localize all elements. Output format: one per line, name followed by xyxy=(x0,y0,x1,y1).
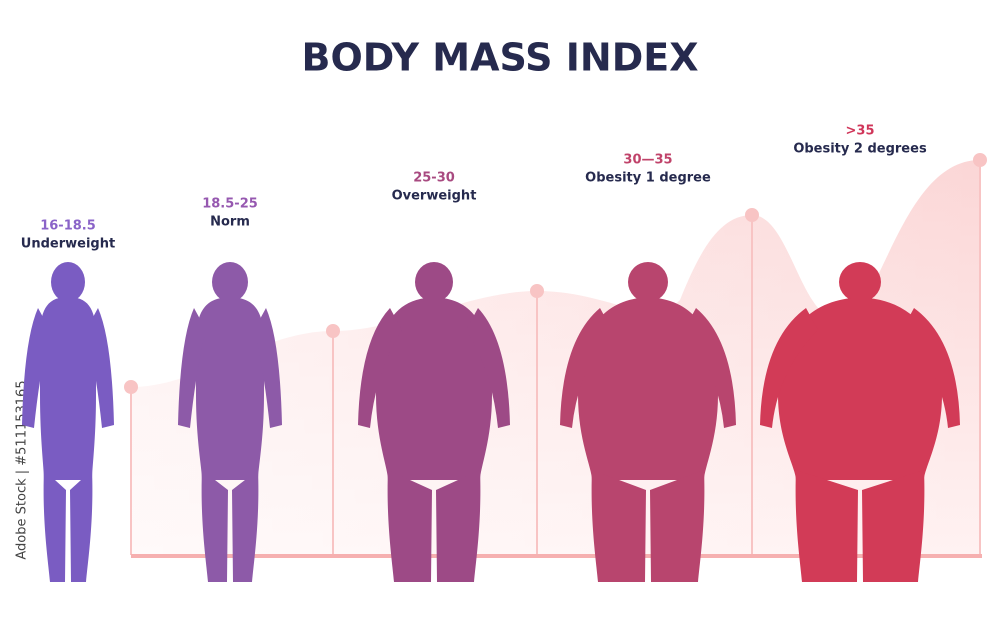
figure xyxy=(358,262,510,582)
bmi-label: Underweight xyxy=(21,237,115,252)
leg xyxy=(70,470,93,582)
leg xyxy=(862,470,925,582)
leg xyxy=(591,470,646,582)
pin xyxy=(973,153,987,167)
leg xyxy=(795,470,858,582)
torso xyxy=(578,298,718,480)
bmi-label: Obesity 1 degree xyxy=(585,171,711,186)
figures xyxy=(22,262,960,582)
head xyxy=(51,262,85,302)
leg xyxy=(232,470,259,582)
arm xyxy=(902,308,960,428)
bmi-label: Overweight xyxy=(392,189,477,204)
torso xyxy=(39,298,97,480)
arm xyxy=(22,308,50,428)
pin xyxy=(745,208,759,222)
figure xyxy=(760,262,960,582)
arm xyxy=(358,308,402,428)
head xyxy=(628,262,668,302)
figure xyxy=(178,262,282,582)
head xyxy=(415,262,453,302)
pin xyxy=(124,380,138,394)
arm xyxy=(254,308,282,428)
bmi-range: 18.5-25 xyxy=(202,197,258,212)
figure xyxy=(560,262,736,582)
arm xyxy=(684,308,736,428)
bmi-range: >35 xyxy=(846,124,875,139)
leg xyxy=(43,470,66,582)
bmi-range: 30—35 xyxy=(623,153,672,168)
bmi-range: 25-30 xyxy=(413,171,455,186)
pin xyxy=(326,324,340,338)
arm xyxy=(466,308,510,428)
arm xyxy=(760,308,818,428)
leg xyxy=(436,470,481,582)
head xyxy=(839,262,881,302)
arm xyxy=(560,308,612,428)
title: BODY MASS INDEX xyxy=(301,36,698,80)
leg xyxy=(201,470,228,582)
arm xyxy=(86,308,114,428)
bmi-label: Obesity 2 degrees xyxy=(793,142,927,157)
arm xyxy=(178,308,206,428)
leg xyxy=(387,470,432,582)
pins xyxy=(124,153,987,555)
leg xyxy=(650,470,705,582)
figure xyxy=(22,262,114,582)
torso xyxy=(778,298,942,480)
bmi-label: Norm xyxy=(210,215,250,230)
torso xyxy=(195,298,265,480)
pin xyxy=(530,284,544,298)
bmi-range: 16-18.5 xyxy=(40,219,96,234)
background-fade xyxy=(131,150,980,555)
torso xyxy=(376,298,492,480)
head xyxy=(212,262,248,302)
